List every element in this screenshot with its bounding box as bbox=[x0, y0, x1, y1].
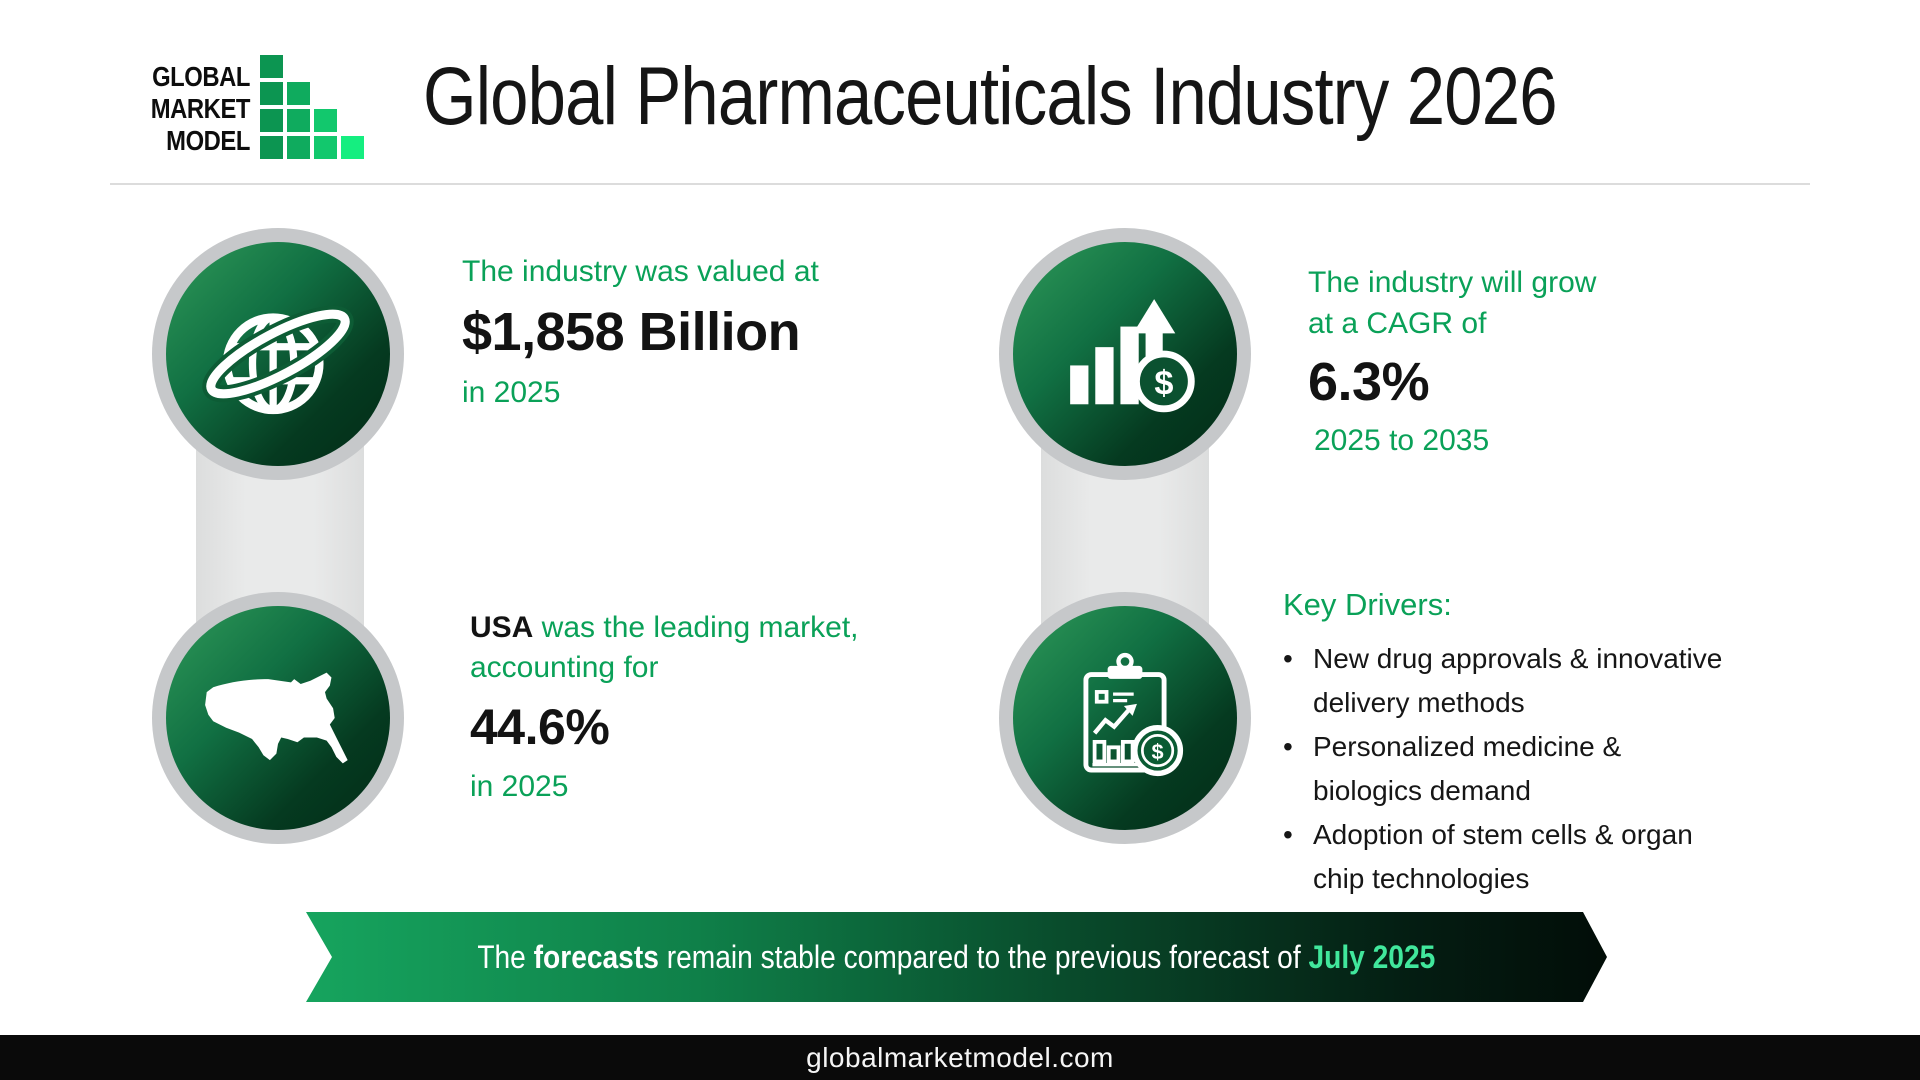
forecast-ribbon-text: The forecasts remain stable compared to … bbox=[477, 938, 1436, 975]
logo-text-line: MARKET bbox=[150, 93, 251, 124]
svg-text:$: $ bbox=[1154, 365, 1173, 403]
bullet-icon: • bbox=[1283, 643, 1293, 674]
key-drivers-circle: $ bbox=[999, 592, 1251, 844]
valuation-circle-inner bbox=[166, 242, 390, 466]
logo-text-line: MODEL bbox=[166, 125, 250, 156]
valuation-value: $1,858 Billion bbox=[462, 302, 801, 362]
leading-market-rest: was the leading market, bbox=[533, 611, 859, 644]
cagr-intro: The industry will grow at a CAGR of bbox=[1308, 266, 1597, 340]
valuation-intro: The industry was valued at bbox=[462, 255, 819, 288]
leading-market-line2: accounting for bbox=[470, 651, 659, 684]
key-driver-item: • Personalized medicine & biologics deman… bbox=[1283, 725, 1803, 813]
forecast-ribbon-bold: forecasts bbox=[533, 938, 660, 975]
bullet-icon: • bbox=[1283, 819, 1293, 850]
forecast-ribbon: The forecasts remain stable compared to … bbox=[306, 912, 1607, 1002]
logo: GLOBAL MARKET MODEL bbox=[118, 55, 364, 159]
valuation-circle bbox=[152, 228, 404, 480]
logo-bar-column bbox=[341, 136, 364, 159]
leading-market-stat: USA was the leading market, accounting f… bbox=[470, 608, 859, 806]
page-title: Global Pharmaceuticals Industry 2026 bbox=[423, 51, 1558, 142]
leading-market-circle bbox=[152, 592, 404, 844]
forecast-ribbon-highlight: July 2025 bbox=[1308, 938, 1436, 975]
logo-wordmark: GLOBAL MARKET MODEL bbox=[138, 61, 251, 157]
key-driver-item: • New drug approvals & innovative deliver… bbox=[1283, 637, 1803, 725]
report-clipboard-icon: $ bbox=[1083, 652, 1184, 777]
leading-market-value: 44.6% bbox=[470, 699, 610, 755]
logo-bars-icon bbox=[260, 55, 364, 159]
valuation-stat: The industry was valued at $1,858 Billio… bbox=[462, 252, 819, 412]
key-drivers-section: Key Drivers: • New drug approvals & innov… bbox=[1283, 585, 1803, 901]
header-divider bbox=[110, 183, 1810, 185]
leading-market-period: in 2025 bbox=[470, 770, 569, 803]
footer-bar: globalmarketmodel.com bbox=[0, 1035, 1920, 1080]
leading-market-circle-inner bbox=[166, 606, 390, 830]
logo-bar-column bbox=[314, 109, 337, 159]
logo-bar-column bbox=[260, 55, 283, 159]
logo-bar-column bbox=[287, 82, 310, 159]
usa-map-icon bbox=[205, 672, 348, 764]
cagr-period: 2025 to 2035 bbox=[1314, 424, 1490, 457]
svg-text:$: $ bbox=[1152, 739, 1164, 764]
leading-market-name: USA bbox=[470, 611, 534, 644]
globe-orbit-icon bbox=[202, 305, 354, 415]
bar-chart-growth-icon: $ bbox=[1070, 299, 1195, 413]
key-drivers-circle-inner: $ bbox=[1013, 606, 1237, 830]
bullet-icon: • bbox=[1283, 731, 1293, 762]
key-drivers-list: • New drug approvals & innovative deliver… bbox=[1283, 637, 1803, 901]
footer-url[interactable]: globalmarketmodel.com bbox=[806, 1041, 1114, 1073]
key-drivers-heading: Key Drivers: bbox=[1283, 587, 1452, 622]
cagr-value: 6.3% bbox=[1308, 352, 1430, 412]
cagr-circle-inner: $ bbox=[1013, 242, 1237, 466]
cagr-stat: The industry will grow at a CAGR of 6.3%… bbox=[1308, 262, 1596, 460]
valuation-period: in 2025 bbox=[462, 376, 561, 409]
logo-text-line: GLOBAL bbox=[152, 61, 250, 92]
key-driver-item: • Adoption of stem cells & organ chip tec… bbox=[1283, 813, 1803, 901]
leading-market-intro: USA was the leading market, bbox=[470, 608, 859, 648]
cagr-circle: $ bbox=[999, 228, 1251, 480]
